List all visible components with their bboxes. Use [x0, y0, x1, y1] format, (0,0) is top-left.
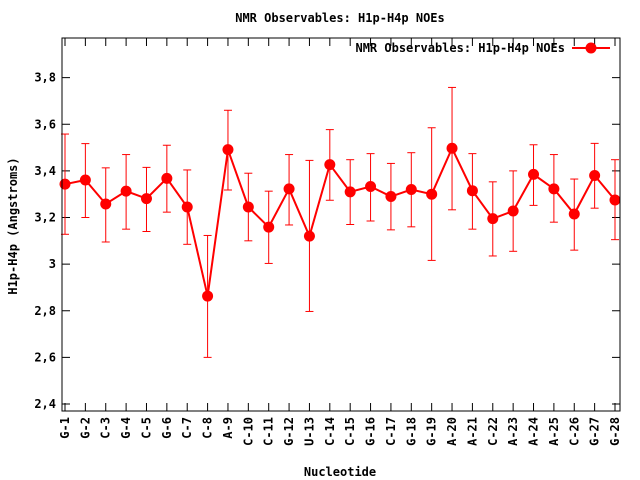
data-point	[324, 159, 336, 171]
data-point	[568, 208, 580, 220]
data-point	[79, 174, 91, 186]
y-tick-label: 2,4	[34, 397, 56, 411]
x-tick-label: C-14	[323, 417, 337, 446]
x-tick-label: G-6	[160, 417, 174, 439]
data-point	[548, 183, 560, 195]
chart-title: NMR Observables: H1p-H4p NOEs	[235, 11, 445, 25]
x-tick-label: C-7	[180, 417, 194, 439]
y-tick-label: 2,8	[34, 304, 56, 318]
x-tick-label: A-24	[527, 417, 541, 446]
x-tick-label: G-2	[78, 417, 92, 439]
data-point	[100, 198, 112, 210]
data-point	[385, 191, 397, 203]
data-point	[405, 184, 417, 196]
data-points	[59, 142, 621, 302]
tick-labels: 2,4 2,6 2,8 3 3,2 3,4 3,6 3,8 G-1 G-2 C-3 G-4 C-5 G-6…	[34, 71, 622, 446]
plot-frame	[61, 37, 621, 412]
data-point	[466, 185, 478, 197]
x-tick-label: A-21	[465, 417, 479, 446]
x-tick-label: C-22	[486, 417, 500, 446]
x-tick-label: C-26	[567, 417, 581, 446]
data-point	[140, 193, 152, 205]
data-point	[589, 170, 601, 182]
x-tick-label: G-18	[404, 417, 418, 446]
x-tick-label: C-17	[384, 417, 398, 446]
ticks	[62, 38, 620, 411]
x-tick-label: C-3	[99, 417, 113, 439]
legend-marker	[585, 42, 597, 54]
y-axis-label: H1p-H4p (Angstroms)	[6, 157, 20, 294]
data-point	[202, 290, 214, 302]
y-tick-label: 3,2	[34, 211, 56, 225]
data-point	[365, 181, 377, 193]
x-tick-label: A-9	[221, 417, 235, 439]
data-point	[344, 186, 356, 198]
x-tick-label: G-28	[608, 417, 622, 446]
x-tick-label: C-8	[201, 417, 215, 439]
data-point	[283, 183, 295, 195]
data-point	[487, 213, 499, 225]
data-point	[161, 172, 173, 184]
legend-label: NMR Observables: H1p-H4p NOEs	[355, 41, 565, 55]
data-point	[222, 144, 234, 156]
x-tick-label: G-27	[588, 417, 602, 446]
data-point	[426, 188, 438, 200]
data-point	[528, 168, 540, 180]
data-point	[446, 142, 458, 154]
data-point	[242, 201, 254, 213]
data-point	[609, 194, 621, 206]
data-point	[181, 201, 193, 213]
series-line	[64, 145, 616, 297]
y-tick-label: 3	[49, 257, 56, 271]
x-axis-label: Nucleotide	[304, 465, 376, 479]
data-point	[59, 178, 71, 190]
legend: NMR Observables: H1p-H4p NOEs	[355, 41, 610, 55]
x-tick-label: C-5	[139, 417, 153, 439]
x-tick-label: G-19	[425, 417, 439, 446]
y-tick-label: 3,4	[34, 164, 56, 178]
data-point	[303, 230, 315, 242]
x-tick-label: G-4	[119, 417, 133, 439]
x-tick-label: A-25	[547, 417, 561, 446]
y-tick-label: 3,6	[34, 117, 56, 131]
x-tick-label: C-11	[262, 417, 276, 446]
error-bars	[61, 86, 619, 358]
y-tick-label: 3,8	[34, 71, 56, 85]
x-tick-label: U-13	[302, 417, 316, 446]
x-tick-label: C-10	[241, 417, 255, 446]
data-point	[120, 185, 132, 197]
x-tick-label: G-12	[282, 417, 296, 446]
x-tick-label: G-1	[58, 417, 72, 439]
data-point	[263, 221, 275, 233]
x-tick-label: A-23	[506, 417, 520, 446]
y-tick-label: 2,6	[34, 350, 56, 364]
data-point	[507, 205, 519, 217]
x-tick-label: G-16	[364, 417, 378, 446]
x-tick-label: A-20	[445, 417, 459, 446]
x-tick-label: C-15	[343, 417, 357, 446]
